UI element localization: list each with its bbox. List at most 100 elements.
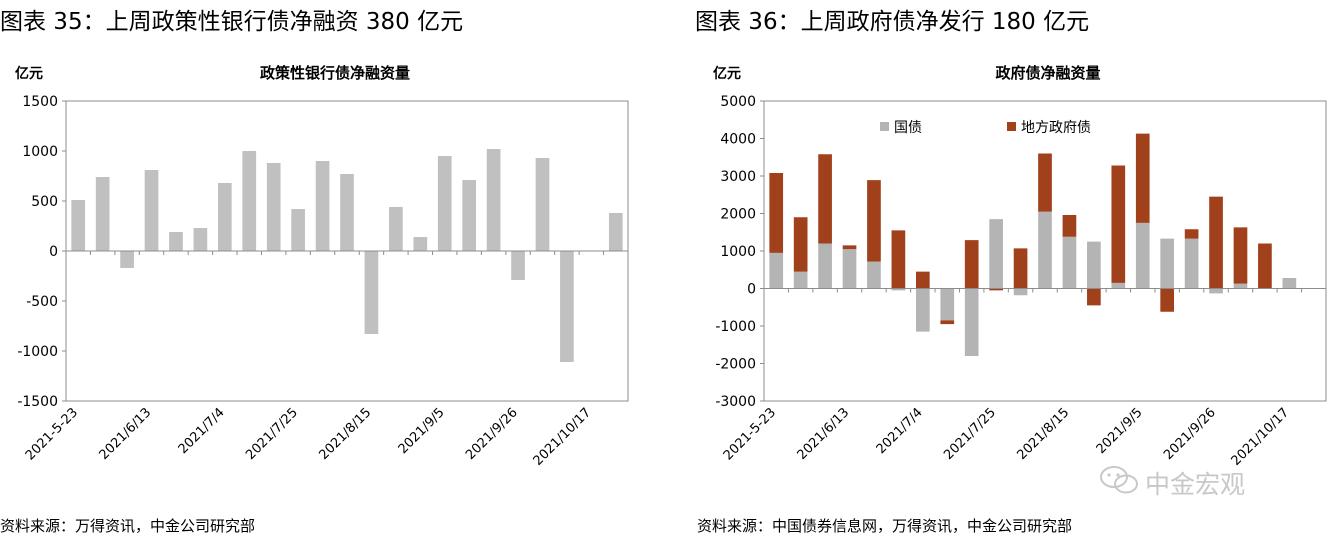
chart2-unit-label: 亿元 [713,65,741,82]
chart1-bar-3 [144,170,159,251]
wechat-icon [1100,466,1138,494]
chart2-bar-local-gov-7 [940,320,955,325]
chart2-bar-treasury-5 [891,288,906,291]
chart2-bar-local-gov-14 [1111,165,1126,283]
watermark-text: 中金宏观 [1145,470,1246,499]
chart2-bar-local-gov-5 [891,230,906,289]
chart1-bar-10 [315,161,330,251]
chart1-y-tick-label: 1500 [22,94,58,110]
chart2-y-tick-label: 4000 [720,132,756,148]
chart2-title: 政府债净融资量 [995,64,1100,82]
chart2-y-tick-label: 2000 [720,207,756,223]
chart1-bar-0 [71,200,86,251]
chart2-bar-treasury-0 [769,252,784,289]
chart1-bar-2 [120,251,134,268]
chart2-bar-local-gov-18 [1209,196,1223,289]
chart1-bar-12 [364,251,379,334]
chart2-bar-treasury-3 [842,249,857,289]
chart2-bar-treasury-14 [1111,282,1126,289]
government-bond-chart: 政府债净融资量 亿元 5000 4000 3000 2000 1000 0 -1000 -2000… [713,64,1327,469]
chart1-y-tick-label: 0 [49,244,58,260]
chart2-y-tick-label: -1000 [715,319,756,335]
chart1-y-tick-label: 1000 [22,144,58,160]
chart1-bar-20 [560,251,574,362]
chart1-y-tick-label: 500 [31,194,58,210]
chart1-bar-17 [486,149,501,251]
chart1-bar-16 [462,180,477,251]
chart2-y-tick-label: 1000 [720,244,756,260]
chart1-bar-22 [608,213,623,251]
chart2-bar-treasury-6 [915,288,930,332]
chart1-bar-1 [95,177,110,251]
chart2-bar-local-gov-12 [1062,215,1077,237]
chart1-bar-19 [535,158,550,251]
chart1-bar-11 [340,174,354,251]
chart2-bar-treasury-8 [964,288,979,356]
chart2-bar-treasury-19 [1233,283,1248,289]
chart2-bar-local-gov-19 [1233,227,1248,284]
figure-36-source: 资料来源：中国债券信息网，万得资讯，中金公司研究部 [697,517,1073,535]
figure-35-title: 图表 35：上周政策性银行债净融资 380 亿元 [0,9,464,35]
chart2-bar-treasury-7 [940,288,955,321]
chart2-bar-treasury-4 [867,261,881,289]
chart2-legend-label-1: 地方政府债 [1021,120,1091,136]
chart2-bar-treasury-18 [1209,288,1223,294]
chart2-bar-local-gov-10 [1013,248,1028,289]
chart2-bar-local-gov-2 [818,154,832,244]
chart1-y-tick-label: -1000 [17,344,58,360]
chart2-legend-label-0: 国债 [894,120,922,136]
chart1-title: 政策性银行债净融资量 [260,64,410,82]
chart2-bar-treasury-16 [1160,238,1175,289]
chart2-legend-swatch-0 [880,122,889,131]
chart1-bar-4 [169,232,183,251]
chart2-x-tick-label: 2021/7/4 [874,405,926,457]
chart2-y-tick-label: -2000 [715,357,756,373]
chart2-bar-local-gov-6 [915,271,930,289]
chart2-bar-treasury-15 [1135,222,1150,289]
chart1-bar-5 [193,228,208,251]
chart2-bar-treasury-2 [818,243,832,289]
chart2-y-tick-label: 3000 [720,169,756,185]
chart2-bar-local-gov-20 [1258,243,1272,289]
figure-35-source: 资料来源：万得资讯，中金公司研究部 [0,517,256,535]
chart2-bar-treasury-17 [1184,238,1199,289]
chart1-bar-14 [413,237,428,251]
chart2-x-tick-label: 2021/6/13 [795,405,853,463]
chart2-x-tick-label: 2021/9/5 [1094,405,1146,457]
chart1-bar-13 [389,207,403,251]
policy-bank-bond-chart: 政策性银行债净融资量亿元150010005000-500-1000-150020… [15,64,629,469]
chart1-unit-label: 亿元 [15,65,43,82]
chart2-bar-local-gov-1 [793,217,808,272]
chart2-bar-local-gov-13 [1087,288,1101,306]
chart2-legend-swatch-1 [1007,122,1016,131]
chart2-x-tick-label: 2021-5-23 [721,405,779,463]
figure-36-title: 图表 36：上周政府债净发行 180 亿元 [695,9,1090,35]
chart1-bar-7 [242,151,257,251]
chart2-x-tick-label: 2021/9/26 [1161,405,1219,463]
chart1-bar-9 [291,209,305,251]
chart2-bar-local-gov-15 [1135,133,1150,223]
chart2-bar-local-gov-8 [964,240,979,289]
chart2-bar-local-gov-9 [989,288,1003,291]
chart2-bar-treasury-13 [1087,241,1101,289]
chart2-bar-local-gov-11 [1038,153,1052,212]
chart2-bar-treasury-12 [1062,236,1077,289]
chart2-bar-treasury-9 [989,219,1003,289]
chart1-bar-8 [266,163,281,251]
chart2-x-tick-label: 2021/8/15 [1015,405,1073,463]
chart2-bar-local-gov-16 [1160,288,1175,312]
chart2-bar-local-gov-17 [1184,229,1199,239]
chart2-bar-local-gov-4 [867,180,881,262]
chart1-bar-15 [437,156,452,251]
chart2-bar-treasury-11 [1038,211,1052,289]
chart2-bar-local-gov-3 [842,245,857,250]
chart1-bar-18 [511,251,525,280]
chart2-y-tick-label: 0 [747,282,756,298]
chart2-y-tick-label: 5000 [720,94,756,110]
chart1-bar-6 [217,183,232,251]
chart2-bar-treasury-1 [793,271,808,289]
chart2-x-tick-label: 2021/7/25 [941,405,999,463]
chart2-bar-treasury-21 [1282,278,1297,289]
chart2-x-tick-label: 2021/10/17 [1229,405,1293,469]
chart2-bar-local-gov-0 [769,173,784,253]
